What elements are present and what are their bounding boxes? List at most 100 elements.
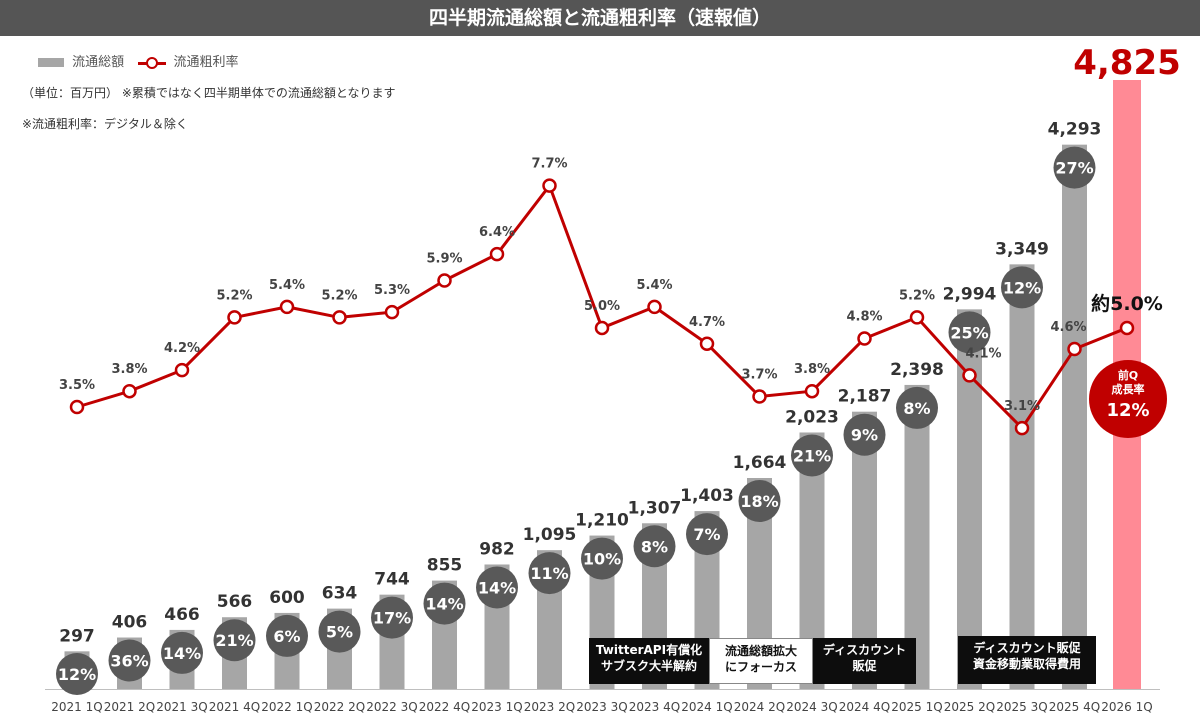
- annotation-discount: ディスカウント 販促: [813, 638, 916, 684]
- gmv-value-label: 1,664: [733, 453, 787, 473]
- x-tick-label: 2025 3Q: [996, 700, 1047, 714]
- growth-bubble: [948, 311, 991, 354]
- growth-bubble: [528, 552, 571, 595]
- margin-value-label: 5.2%: [899, 288, 935, 303]
- growth-bubble: [266, 614, 308, 657]
- growth-bubble-label: 8%: [903, 399, 930, 418]
- margin-value-label: 4.7%: [689, 315, 725, 330]
- margin-value-label: 6.4%: [479, 225, 515, 240]
- growth-bubble-label: 21%: [215, 631, 253, 650]
- margin-value-label: 5.9%: [426, 252, 462, 267]
- growth-bubble-label: 12%: [1003, 278, 1041, 297]
- growth-bubble-label: 8%: [641, 537, 668, 556]
- x-tick-label: 2021 1Q: [51, 700, 102, 714]
- margin-value-label: 4.8%: [846, 309, 882, 324]
- margin-value-label: 4.2%: [164, 341, 200, 356]
- margin-value-label: 5.3%: [374, 283, 410, 298]
- margin-marker: [542, 178, 557, 193]
- annotation-gmv-focus: 流通総額拡大 にフォーカス: [709, 638, 813, 684]
- gmv-bar: [1062, 144, 1087, 690]
- growth-bubble: [738, 480, 781, 523]
- margin-value-label: 3.5%: [59, 378, 95, 393]
- gmv-value-label: 2,994: [943, 284, 997, 304]
- growth-bubble-label: 12%: [58, 665, 96, 684]
- gmv-value-label: 855: [427, 556, 463, 576]
- gmv-value-label: 1,095: [523, 525, 577, 545]
- growth-bubble-label: 14%: [478, 578, 516, 597]
- growth-bubble: [843, 413, 886, 456]
- x-tick-label: 2025 1Q: [891, 700, 942, 714]
- margin-marker: [752, 389, 767, 404]
- margin-value-label: 約5.0%: [1091, 292, 1163, 315]
- x-tick-label: 2022 1Q: [261, 700, 312, 714]
- growth-bubble-label: 21%: [793, 446, 831, 465]
- gmv-value-label: 466: [164, 605, 200, 625]
- legend-bar-label: 流通総額: [72, 55, 125, 70]
- growth-bubble: [896, 386, 938, 429]
- growth-bubble: [423, 582, 466, 625]
- margin-marker: [1119, 320, 1135, 336]
- annotation-discount-license: ディスカウント販促 資金移動業取得費用: [958, 636, 1096, 684]
- growth-bubble-label: 10%: [583, 550, 621, 569]
- growth-bubble-label: 27%: [1055, 159, 1093, 178]
- margin-marker: [122, 383, 137, 399]
- chart-title: 四半期流通総額と流通粗利率（速報値）: [428, 7, 771, 29]
- gmv-value-label: 297: [59, 626, 95, 646]
- growth-callout-value: 12%: [1106, 400, 1150, 421]
- legend-item-gmv: 流通総額: [38, 51, 124, 70]
- x-tick-label: 2021 3Q: [156, 700, 207, 714]
- gmv-highlight-label: 4,825: [1073, 43, 1181, 83]
- x-tick-label: 2024 3Q: [786, 700, 837, 714]
- x-tick-label: 2024 1Q: [681, 700, 732, 714]
- title-bar: 四半期流通総額と流通粗利率（速報値）: [0, 0, 1200, 36]
- growth-bubble-label: 5%: [326, 623, 353, 642]
- growth-callout: 前Q 成長率 12%: [1089, 360, 1167, 438]
- growth-bubble-label: 18%: [740, 492, 778, 511]
- margin-marker: [909, 310, 925, 325]
- margin-marker: [594, 320, 610, 336]
- growth-bubble: [161, 631, 203, 674]
- x-tick-label: 2022 4Q: [419, 700, 470, 714]
- margin-value-label: 3.7%: [741, 367, 777, 382]
- gmv-value-label: 406: [112, 613, 148, 633]
- margin-marker: [174, 362, 190, 378]
- gmv-value-label: 3,349: [995, 239, 1049, 259]
- margin-marker: [1014, 420, 1030, 436]
- margin-marker: [804, 383, 820, 399]
- growth-bubble: [1053, 146, 1096, 189]
- x-tick-label: 2025 4Q: [1049, 700, 1100, 714]
- gmv-value-label: 1,403: [680, 486, 734, 506]
- growth-bubble: [56, 653, 98, 695]
- gmv-value-label: 2,023: [785, 407, 839, 427]
- margin-marker: [647, 299, 662, 315]
- gmv-value-label: 1,210: [575, 511, 629, 531]
- x-tick-label: 2025 2Q: [944, 700, 995, 714]
- growth-bubble: [791, 434, 833, 477]
- growth-bubble: [686, 513, 728, 556]
- margin-value-label: 5.2%: [216, 288, 252, 303]
- x-tick-label: 2024 4Q: [839, 700, 890, 714]
- x-tick-label: 2022 2Q: [314, 700, 365, 714]
- growth-bubble-label: 9%: [851, 426, 878, 445]
- margin-value-label: 3.8%: [111, 362, 147, 377]
- margin-marker: [384, 304, 400, 320]
- growth-bubble: [371, 596, 413, 639]
- margin-value-label: 4.6%: [1050, 320, 1086, 335]
- margin-value-label: 7.7%: [531, 157, 567, 172]
- gmv-value-label: 2,398: [890, 360, 944, 380]
- margin-value-label: 5.4%: [269, 278, 305, 293]
- x-tick-label: 2024 2Q: [734, 700, 785, 714]
- gmv-value-label: 566: [217, 592, 253, 612]
- gmv-value-label: 982: [479, 539, 515, 559]
- growth-bubble: [318, 610, 361, 653]
- growth-bubble-label: 6%: [273, 627, 300, 646]
- growth-bubble: [213, 619, 256, 662]
- margin-marker: [962, 368, 977, 383]
- legend-bar-swatch: [38, 58, 64, 67]
- margin-value-label: 4.1%: [965, 346, 1001, 361]
- margin-marker: [437, 273, 452, 288]
- margin-marker: [69, 399, 85, 415]
- gmv-bar: [1009, 264, 1035, 689]
- growth-bubble-label: 25%: [950, 323, 988, 342]
